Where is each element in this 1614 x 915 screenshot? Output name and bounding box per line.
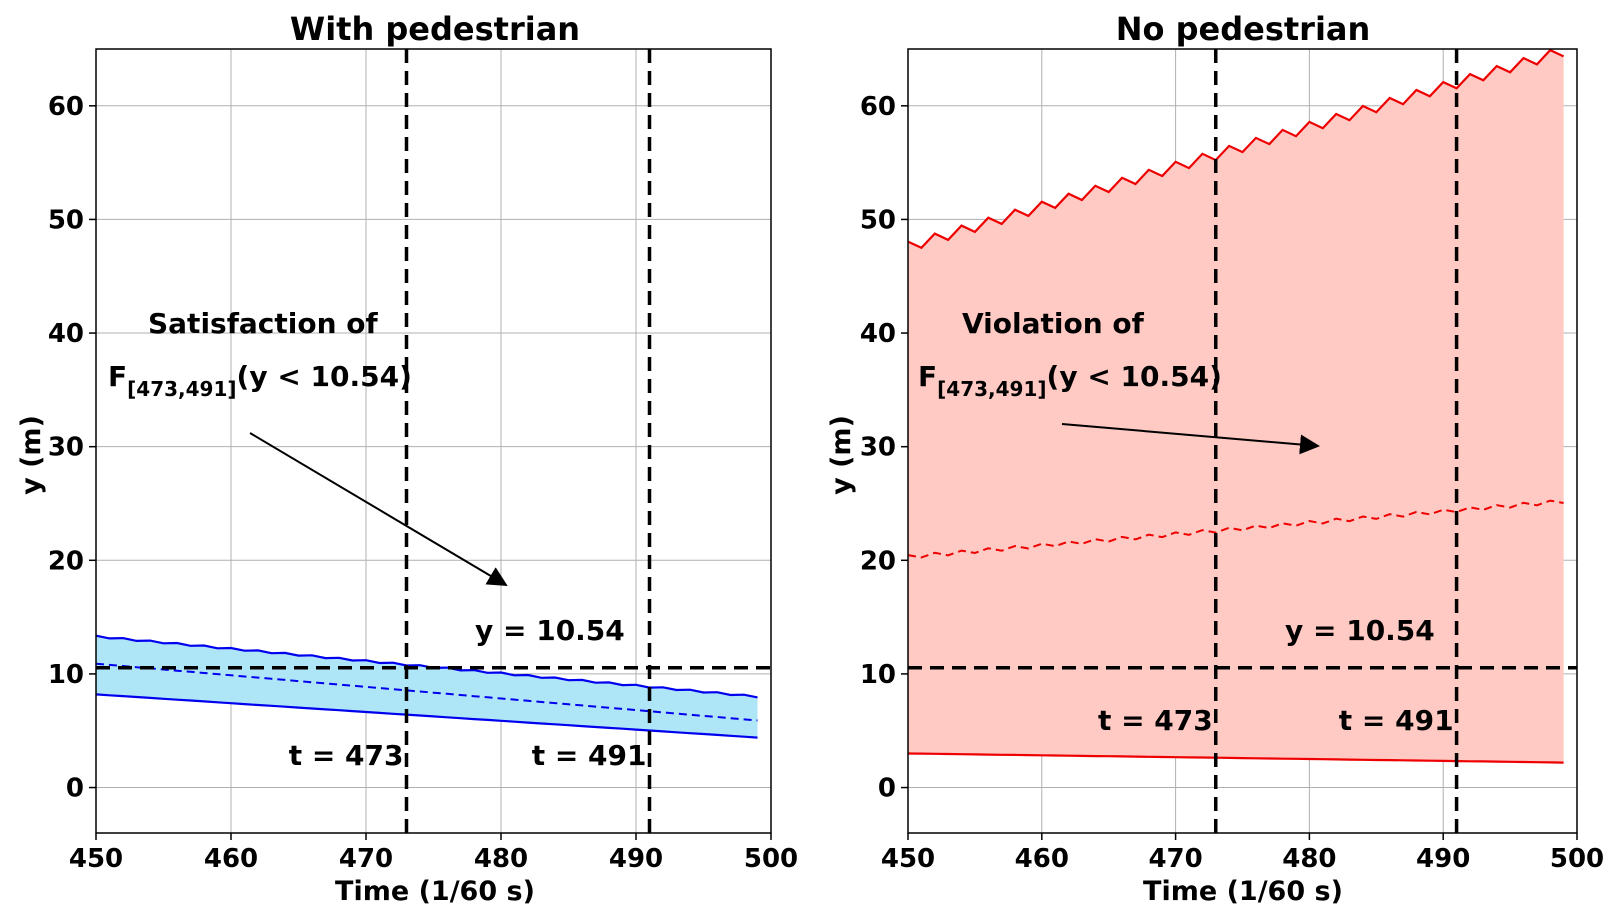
- band-fill: [96, 635, 758, 738]
- y-tick-label: 10: [48, 660, 84, 690]
- y-tick-label: 40: [48, 319, 84, 349]
- annotation-formula-sub: [473,491]: [937, 377, 1046, 401]
- y-tick-label: 20: [48, 546, 84, 576]
- y-tick-label: 0: [878, 774, 896, 804]
- y-tick-label: 10: [860, 660, 896, 690]
- reference-lines: y = 10.54 t = 473 t = 491: [96, 49, 771, 833]
- x-tick-label: 490: [609, 844, 663, 874]
- series-upper-line: [907, 48, 1565, 250]
- annotation-formula-main: F: [108, 360, 127, 393]
- x-tick-label: 480: [1282, 844, 1336, 874]
- annotation-line2: F[473,491](y < 10.54): [108, 360, 412, 401]
- band: [908, 50, 1564, 763]
- chart-title: No pedestrian: [1116, 10, 1371, 48]
- threshold-label: y = 10.54: [1285, 614, 1435, 647]
- y-tick-label: 50: [48, 205, 84, 235]
- y-tick-label: 20: [860, 546, 896, 576]
- chart-title: With pedestrian: [290, 10, 580, 48]
- plot-frame: [95, 48, 772, 834]
- series-mean-line: [95, 662, 758, 722]
- x-ticks: 450 460 470 480 490 500: [881, 833, 1604, 874]
- series-lower-line: [95, 693, 758, 739]
- x-tick-label: 470: [339, 844, 393, 874]
- vertical-line-label: t = 491: [1339, 704, 1454, 737]
- annotation-arrow: [249, 432, 508, 587]
- x-tick-label: 450: [69, 844, 123, 874]
- band-fill: [908, 50, 1564, 763]
- series-mean-line: [907, 499, 1564, 559]
- annotation-formula-sub: [473,491]: [127, 377, 236, 401]
- x-tick-label: 460: [204, 844, 258, 874]
- x-tick-label: 470: [1148, 844, 1202, 874]
- reference-lines: y = 10.54 t = 473 t = 491: [908, 49, 1577, 833]
- annotation-arrow: [1061, 423, 1320, 455]
- plot-frame: [907, 48, 1578, 834]
- y-tick-label: 50: [860, 205, 896, 235]
- y-axis-label: y (m): [16, 415, 47, 495]
- y-tick-label: 60: [48, 92, 84, 122]
- y-axis-label: y (m): [826, 415, 857, 495]
- y-tick-label: 0: [66, 774, 84, 804]
- annotation-formula-rest: (y < 10.54): [237, 360, 412, 393]
- x-tick-label: 450: [881, 844, 935, 874]
- x-ticks: 450 460 470 480 490 500: [69, 833, 798, 874]
- y-tick-label: 30: [48, 433, 84, 463]
- vertical-line-label: t = 473: [1098, 704, 1213, 737]
- y-tick-label: 60: [860, 92, 896, 122]
- vertical-line-label: t = 491: [532, 739, 647, 772]
- y-ticks: 0 10 20 30 40 50 60: [860, 92, 908, 804]
- threshold-label: y = 10.54: [475, 614, 625, 647]
- y-tick-label: 30: [860, 433, 896, 463]
- x-axis-label: Time (1/60 s): [335, 876, 535, 907]
- y-tick-label: 40: [860, 319, 896, 349]
- y-ticks: 0 10 20 30 40 50 60: [48, 92, 96, 804]
- annotation-line2: F[473,491](y < 10.54): [918, 360, 1222, 401]
- series-group: [907, 48, 1565, 764]
- x-tick-label: 500: [744, 844, 798, 874]
- x-tick-label: 500: [1550, 844, 1604, 874]
- x-tick-label: 490: [1416, 844, 1470, 874]
- annotation-formula-rest: (y < 10.54): [1047, 360, 1222, 393]
- vertical-line-label: t = 473: [289, 739, 404, 772]
- band: [96, 635, 758, 738]
- annotation-line1: Satisfaction of: [148, 307, 379, 340]
- series-lower-line: [907, 752, 1564, 764]
- x-tick-label: 460: [1015, 844, 1069, 874]
- chart-no-pedestrian: No pedestrian y = 10.54 t = 473 t = 491 45…: [826, 10, 1604, 907]
- x-axis-label: Time (1/60 s): [1143, 876, 1343, 907]
- chart-with-pedestrian: With pedestrian y = 10.54t = 473 t = 491 …: [16, 10, 798, 907]
- annotation-line1: Violation of: [962, 307, 1145, 340]
- annotation-formula-main: F: [918, 360, 937, 393]
- x-tick-label: 480: [474, 844, 528, 874]
